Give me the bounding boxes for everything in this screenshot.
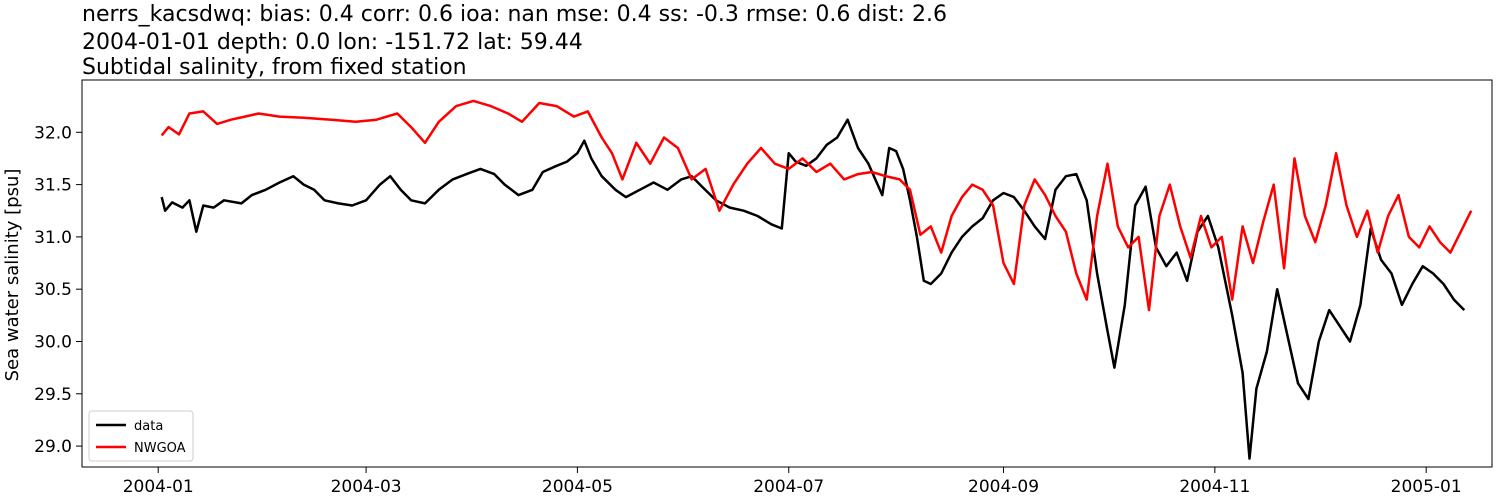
chart-title-location: 2004-01-01 depth: 0.0 lon: -151.72 lat: … (82, 30, 583, 55)
x-tick-label: 2004-01 (123, 477, 194, 497)
legend-box (88, 410, 194, 462)
y-tick-label: 31.5 (34, 176, 72, 196)
legend-label-nwgoa: NWGOA (134, 441, 186, 456)
series-layer (160, 99, 1473, 460)
series-line-nwgoa (160, 99, 1473, 312)
x-tick-label: 2004-05 (542, 477, 613, 497)
x-tick-label: 2004-07 (753, 477, 824, 497)
y-tick-label: 32.0 (34, 123, 72, 143)
x-tick-label: 2004-09 (968, 477, 1039, 497)
plot-frame (81, 79, 1493, 468)
chart-legend: data NWGOA (88, 410, 194, 462)
y-tick-label: 30.0 (34, 332, 72, 352)
x-tick-label: 2005-01 (1391, 477, 1462, 497)
y-tick-label: 29.5 (34, 385, 72, 405)
y-axis-label: Sea water salinity [psu] (2, 169, 23, 382)
series-line-data (160, 118, 1466, 460)
legend-label-data: data (134, 419, 163, 434)
x-tick-label: 2004-11 (1179, 477, 1250, 497)
y-tick-label: 31.0 (34, 228, 72, 248)
chart-title-metrics: nerrs_kacsdwq: bias: 0.4 corr: 0.6 ioa: … (82, 2, 947, 27)
y-tick-label: 30.5 (34, 280, 72, 300)
axes-layer: 2004-01 2004-03 2004-05 2004-07 2004-09 2004-… (34, 79, 1493, 497)
y-tick-label: 29.0 (34, 437, 72, 457)
x-tick-label: 2004-03 (331, 477, 402, 497)
chart-title-description: Subtidal salinity, from fixed station (82, 55, 467, 80)
